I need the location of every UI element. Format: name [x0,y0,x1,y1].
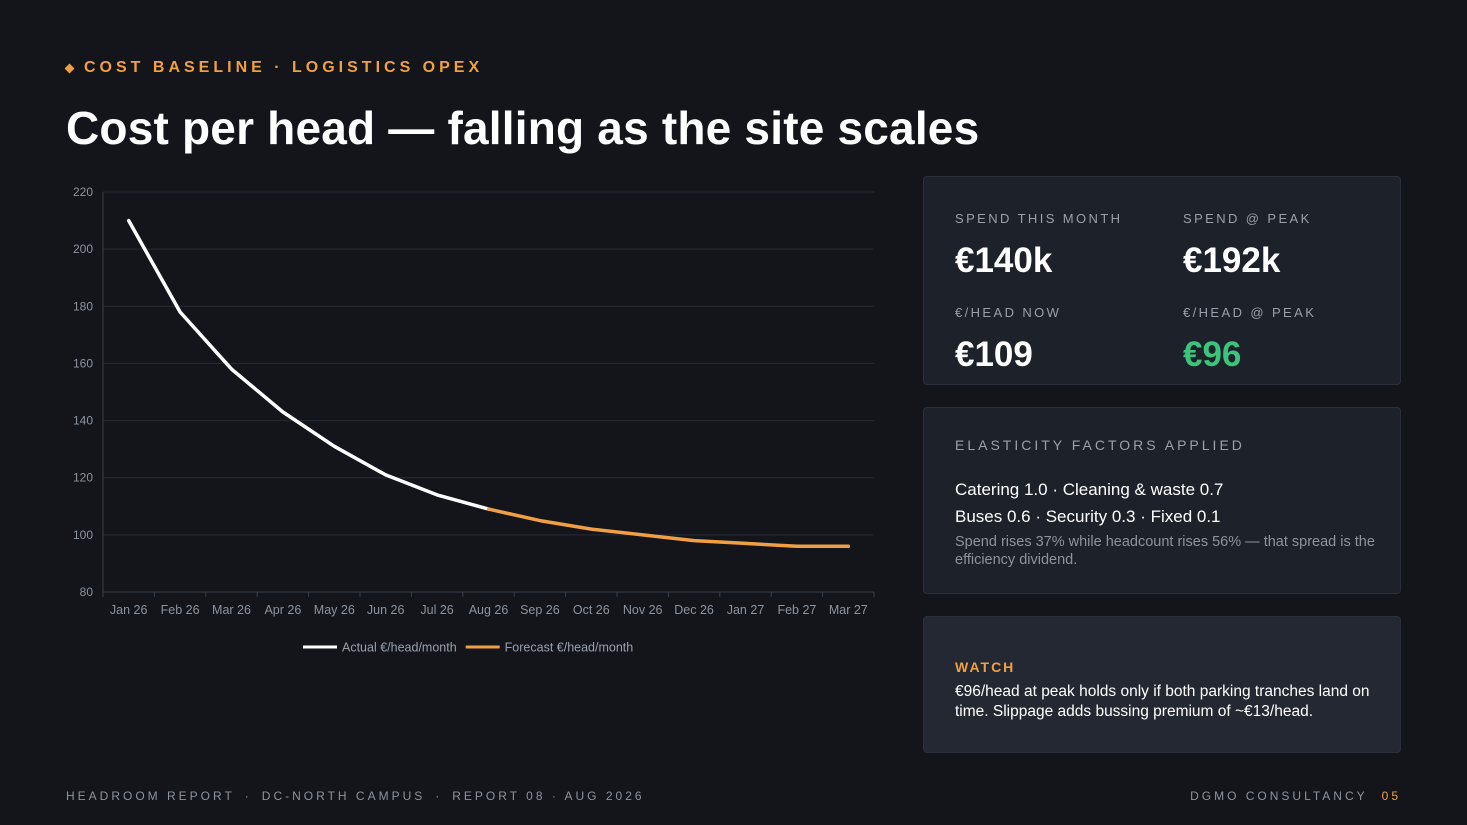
x-tick-label: Jun 26 [367,603,405,617]
footer-right: DGMO CONSULTANCY 05 [1190,789,1401,803]
watch-text: €96/head at peak holds only if both park… [955,683,1370,720]
y-tick-label: 200 [73,242,93,256]
footer-company: DGMO CONSULTANCY [1190,789,1368,803]
kpi-value-spend-month: €140k [955,241,1053,280]
series-line-forecast [486,507,851,549]
elasticity-line-2: Buses 0.6 · Security 0.3 · Fixed 0.1 [955,507,1221,526]
x-tick-label: Jan 26 [110,603,148,617]
x-tick-label: May 26 [314,603,355,617]
series-line-actual [126,218,491,511]
footer-separator: · [435,789,443,803]
footer-left: HEADROOM REPORT · DC-NORTH CAMPUS · REPORT 0… [66,789,645,803]
y-tick-label: 120 [73,471,93,485]
x-tick-label: Sep 26 [520,603,560,617]
elasticity-line-1: Catering 1.0 · Cleaning & waste 0.7 [955,480,1224,499]
elasticity-heading: ELASTICITY FACTORS APPLIED [955,437,1245,453]
y-tick-label: 220 [73,185,93,199]
kpi-label-spend-month: SPEND THIS MONTH [955,211,1123,226]
footer-report-number: REPORT 08 · AUG 2026 [452,789,645,803]
x-tick-label: Feb 26 [161,603,200,617]
x-tick-label: Mar 26 [212,603,251,617]
page-title: Cost per head — falling as the site scal… [66,102,980,154]
x-tick-label: Dec 26 [674,603,714,617]
page-number: 05 [1381,789,1401,803]
elasticity-note: Spend rises 37% while headcount rises 56… [955,534,1375,568]
kpi-label-head-now: €/HEAD NOW [955,305,1062,320]
x-tick-label: Jul 26 [420,603,453,617]
x-tick-label: Aug 26 [469,603,509,617]
kpi-card: SPEND THIS MONTH €140k SPEND @ PEAK €192… [923,176,1401,385]
x-tick-label: Feb 27 [777,603,816,617]
legend-label: Forecast €/head/month [505,641,634,655]
kpi-value-spend-peak: €192k [1183,241,1281,280]
y-tick-label: 140 [73,414,93,428]
kpi-label-spend-peak: SPEND @ PEAK [1183,211,1312,226]
kpi-value-head-now: €109 [955,335,1033,374]
x-tick-label: Apr 26 [264,603,301,617]
footer-report-name: HEADROOM REPORT [66,789,235,803]
y-tick-label: 180 [73,299,93,313]
x-tick-label: Nov 26 [623,603,663,617]
y-tick-label: 100 [73,528,93,542]
x-tick-label: Oct 26 [573,603,610,617]
watch-card: WATCH €96/head at peak holds only if bot… [923,616,1401,753]
watch-heading: WATCH [955,659,1016,675]
x-tick-label: Jan 27 [727,603,765,617]
y-tick-label: 80 [80,585,94,599]
kpi-label-head-peak: €/HEAD @ PEAK [1183,305,1317,320]
eyebrow-label: COST BASELINE · LOGISTICS OPEX [84,59,484,76]
eyebrow: COST BASELINE · LOGISTICS OPEX [64,59,484,77]
y-tick-label: 160 [73,356,93,370]
x-tick-label: Mar 27 [829,603,868,617]
cost-per-head-chart: 80 100 120 140 160 180 200 220 Jan 26 Feb 26 Mar … [73,185,875,655]
legend-label: Actual €/head/month [342,641,457,655]
kpi-value-head-peak: €96 [1183,335,1242,374]
elasticity-card: ELASTICITY FACTORS APPLIED Catering 1.0 … [923,407,1401,594]
footer-separator: · [244,789,252,803]
footer-campus: DC-NORTH CAMPUS [261,789,426,803]
